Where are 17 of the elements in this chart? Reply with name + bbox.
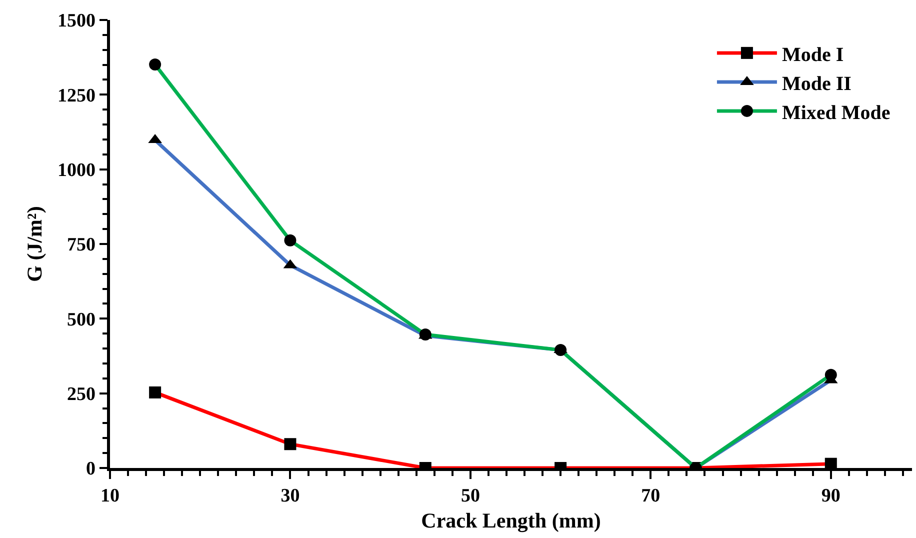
x-tick-label: 30: [280, 486, 300, 507]
x-tick-label: 50: [460, 486, 480, 507]
x-tick-label: 10: [100, 486, 120, 507]
y-tick-label: 1250: [57, 85, 96, 106]
y-axis-title: G (J/m²): [22, 206, 47, 282]
y-tick-label: 250: [66, 384, 96, 405]
y-tick-label: 0: [86, 458, 96, 480]
y-tick-label: 500: [66, 309, 96, 330]
legend-label: Mode I: [782, 44, 844, 66]
x-tick-label: 90: [821, 486, 840, 507]
y-tick-label: 1500: [57, 10, 96, 32]
y-tick-label: 750: [66, 234, 96, 256]
x-axis-title: Crack Length (mm): [421, 508, 601, 533]
y-tick-label: 1000: [57, 160, 96, 181]
x-tick-label: 70: [641, 486, 660, 507]
legend-label: Mode II: [782, 72, 852, 95]
legend-label: Mixed Mode: [782, 102, 890, 124]
